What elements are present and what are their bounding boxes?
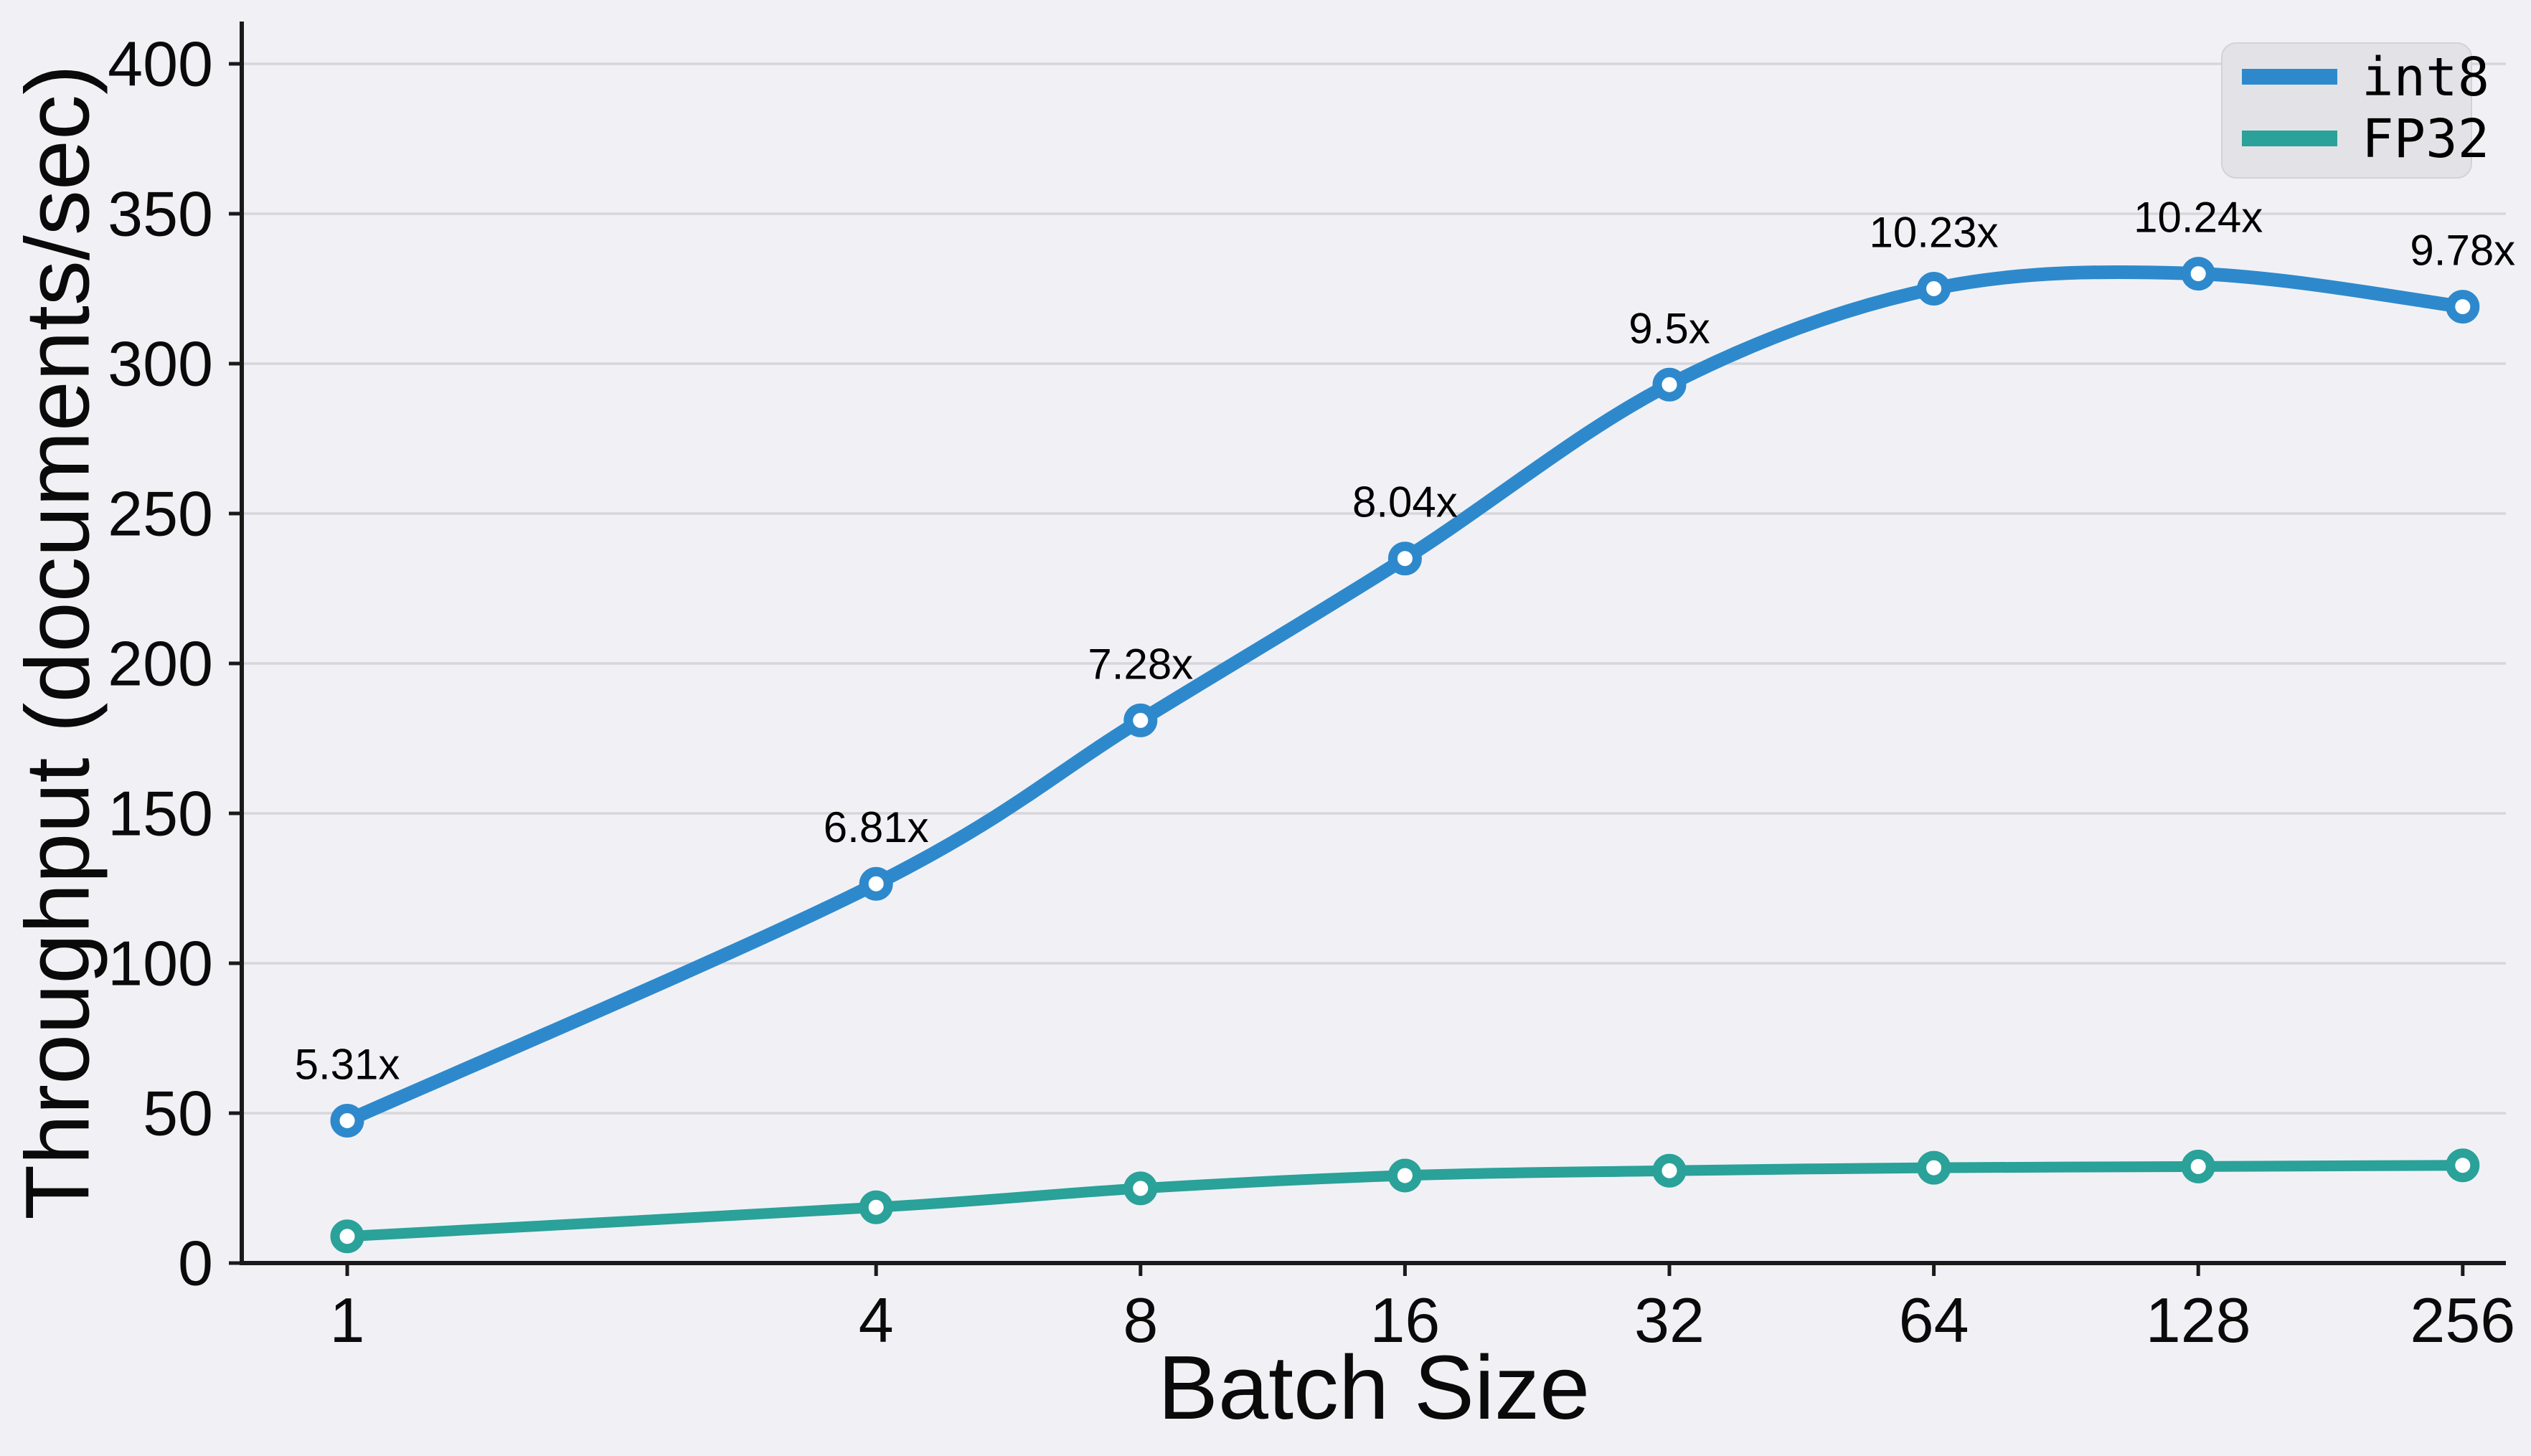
- x-tick-label-1: 1: [330, 1285, 365, 1356]
- x-tick-label-4: 4: [859, 1285, 894, 1356]
- x-tick-label-64: 64: [1899, 1285, 1969, 1356]
- series-FP32-line: [341, 1160, 2469, 1242]
- x-axis-label: Batch Size: [1158, 1337, 1590, 1438]
- x-tick-label-128: 128: [2146, 1285, 2251, 1356]
- speedup-annotation-10.23x: 10.23x: [1870, 209, 1999, 257]
- speedup-annotation-10.24x: 10.24x: [2134, 194, 2263, 242]
- y-tick-label-200: 200: [108, 628, 213, 699]
- x-tick-label-8: 8: [1123, 1285, 1158, 1356]
- y-tick-label-100: 100: [108, 928, 213, 999]
- y-tick-label-50: 50: [143, 1078, 213, 1149]
- FP32-marker-batch-16: [1387, 1158, 1422, 1193]
- y-axis-label: Throughput (documents/sec): [7, 65, 108, 1220]
- legend-label-FP32: FP32: [2362, 108, 2489, 170]
- FP32-marker-batch-32: [1652, 1153, 1687, 1188]
- speedup-annotation-9.78x: 9.78x: [2410, 227, 2515, 275]
- speedup-annotation-5.31x: 5.31x: [295, 1040, 400, 1088]
- int8-marker-batch-1: [330, 1103, 364, 1138]
- y-tick-label-0: 0: [178, 1228, 213, 1299]
- FP32-marker-batch-4: [859, 1190, 893, 1224]
- legend-label-int8: int8: [2362, 47, 2489, 108]
- int8-marker-batch-64: [1917, 272, 1951, 306]
- FP32-marker-batch-128: [2181, 1149, 2215, 1183]
- FP32-marker-batch-8: [1123, 1171, 1158, 1206]
- y-tick-label-400: 400: [108, 29, 213, 100]
- speedup-annotation-7.28x: 7.28x: [1088, 640, 1193, 688]
- series-int8-line: [340, 265, 2470, 1128]
- FP32-marker-batch-1: [330, 1219, 364, 1254]
- x-tick-label-256: 256: [2410, 1285, 2515, 1356]
- FP32-marker-batch-256: [2446, 1148, 2480, 1183]
- speedup-annotation-6.81x: 6.81x: [824, 803, 929, 851]
- y-tick-label-250: 250: [108, 478, 213, 549]
- speedup-annotation-9.5x: 9.5x: [1629, 304, 1710, 352]
- int8-marker-batch-8: [1123, 703, 1158, 737]
- x-tick-label-16: 16: [1370, 1285, 1440, 1356]
- int8-marker-batch-128: [2181, 257, 2215, 291]
- int8-marker-batch-4: [859, 866, 893, 901]
- y-tick-label-350: 350: [108, 179, 213, 250]
- x-tick-label-32: 32: [1634, 1285, 1705, 1356]
- int8-marker-batch-32: [1652, 367, 1687, 402]
- int8-marker-batch-16: [1387, 542, 1422, 576]
- y-tick-label-150: 150: [108, 778, 213, 849]
- speedup-annotation-8.04x: 8.04x: [1352, 478, 1458, 526]
- y-tick-label-300: 300: [108, 328, 213, 400]
- int8-marker-batch-256: [2446, 290, 2480, 324]
- FP32-marker-batch-64: [1917, 1150, 1951, 1185]
